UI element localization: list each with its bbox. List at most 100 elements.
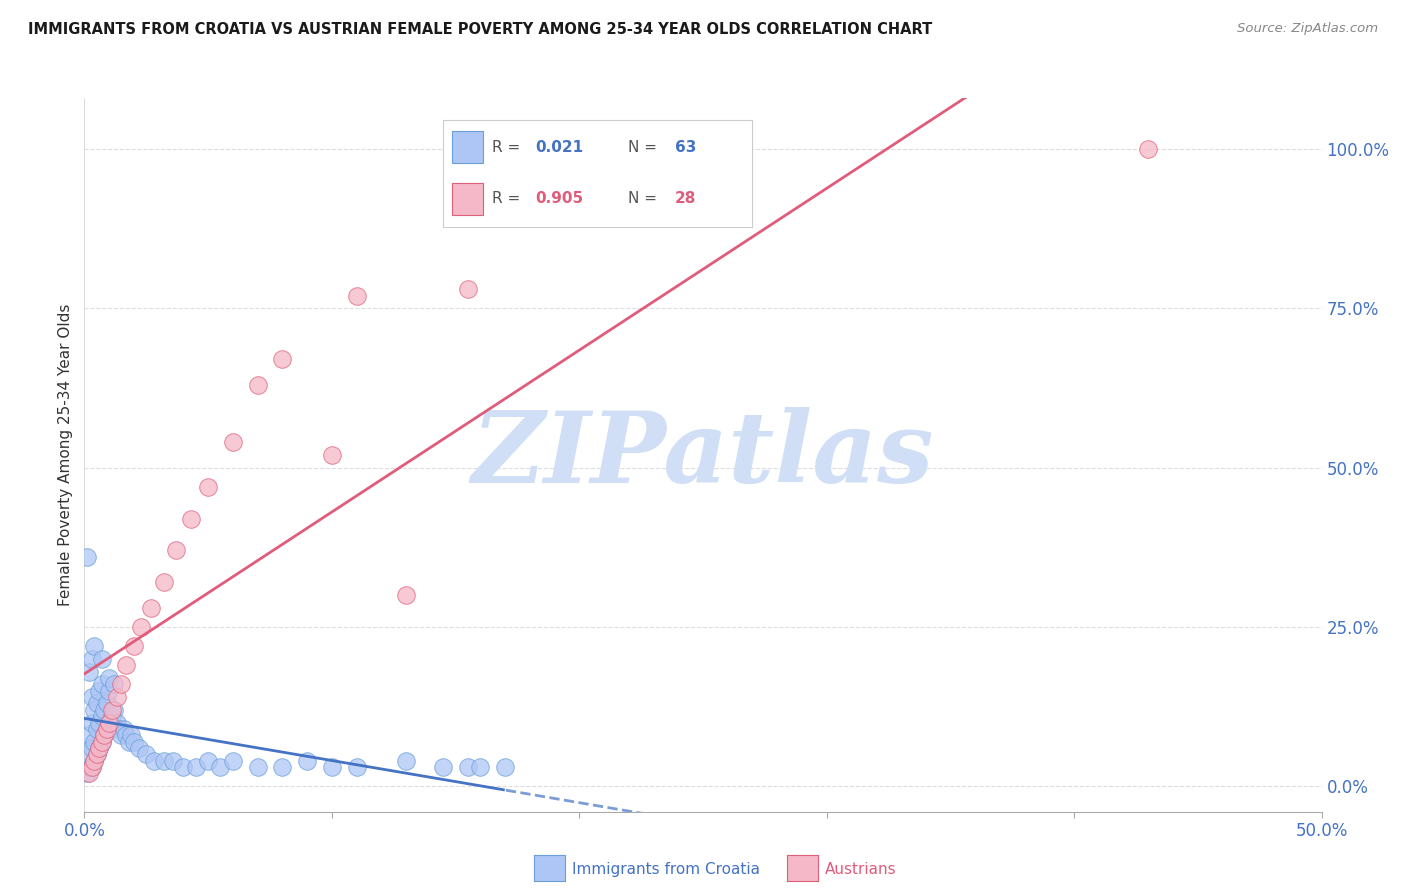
Point [494,760,516,774]
Point [1137,142,1160,156]
Text: Source: ZipAtlas.com: Source: ZipAtlas.com [1237,22,1378,36]
Point [122,734,145,748]
Point [98,715,121,730]
Point [470,760,492,774]
Point [79,747,101,762]
Point [152,754,174,768]
Bar [453,131,484,163]
Point [209,760,232,774]
Point [90,734,112,748]
Point [105,715,128,730]
Point [76,549,98,564]
Point [83,639,105,653]
Point [98,683,121,698]
Point [96,722,118,736]
Point [110,728,132,742]
Point [432,760,454,774]
Point [110,677,132,691]
Point [165,543,187,558]
Point [129,620,152,634]
Text: 28: 28 [675,191,696,206]
Point [180,511,202,525]
Point [222,435,245,450]
Point [103,703,125,717]
Text: 0.021: 0.021 [536,140,583,154]
Point [90,652,112,666]
Point [457,760,479,774]
Point [83,734,105,748]
Text: 63: 63 [675,140,696,154]
Point [197,480,219,494]
Point [89,741,111,756]
Point [122,639,145,653]
Point [457,282,479,296]
Point [100,703,122,717]
Point [83,754,105,768]
Point [79,760,101,774]
Point [76,766,98,780]
Text: ZIPatlas: ZIPatlas [472,407,934,503]
Point [115,658,138,673]
Point [80,715,103,730]
Point [100,709,122,723]
Point [271,760,294,774]
Point [346,760,368,774]
Point [86,747,108,762]
Point [98,671,121,685]
Text: R =: R = [492,191,526,206]
Point [90,677,112,691]
Point [395,754,418,768]
Point [128,741,150,756]
Point [79,766,101,780]
Point [90,709,112,723]
Point [120,728,142,742]
Y-axis label: Female Poverty Among 25-34 Year Olds: Female Poverty Among 25-34 Year Olds [58,304,73,606]
Point [295,754,318,768]
Point [135,747,157,762]
Point [152,575,174,590]
Bar [453,183,484,215]
Point [79,728,101,742]
Point [80,690,103,704]
Point [271,352,294,367]
Point [346,288,368,302]
Point [86,697,108,711]
Point [93,728,115,742]
Point [115,728,138,742]
Point [89,715,111,730]
Point [141,600,163,615]
Point [103,677,125,691]
Point [93,728,115,742]
Point [83,703,105,717]
Text: N =: N = [628,140,662,154]
Point [90,734,112,748]
Point [96,697,118,711]
Point [142,754,165,768]
Point [83,754,105,768]
Point [80,741,103,756]
Point [108,722,131,736]
Point [246,760,269,774]
Point [112,722,135,736]
Point [184,760,207,774]
Point [118,734,141,748]
Point [80,760,103,774]
Text: Immigrants from Croatia: Immigrants from Croatia [572,863,761,877]
Point [79,665,101,679]
Text: R =: R = [492,140,526,154]
Point [222,754,245,768]
Point [93,703,115,717]
Point [98,715,121,730]
Point [172,760,194,774]
Point [162,754,184,768]
Point [86,747,108,762]
Point [246,377,269,392]
Point [197,754,219,768]
Text: IMMIGRANTS FROM CROATIA VS AUSTRIAN FEMALE POVERTY AMONG 25-34 YEAR OLDS CORRELA: IMMIGRANTS FROM CROATIA VS AUSTRIAN FEMA… [28,22,932,37]
Text: N =: N = [628,191,662,206]
Point [89,683,111,698]
Point [80,760,103,774]
Point [89,741,111,756]
Point [321,448,343,462]
Point [96,722,118,736]
